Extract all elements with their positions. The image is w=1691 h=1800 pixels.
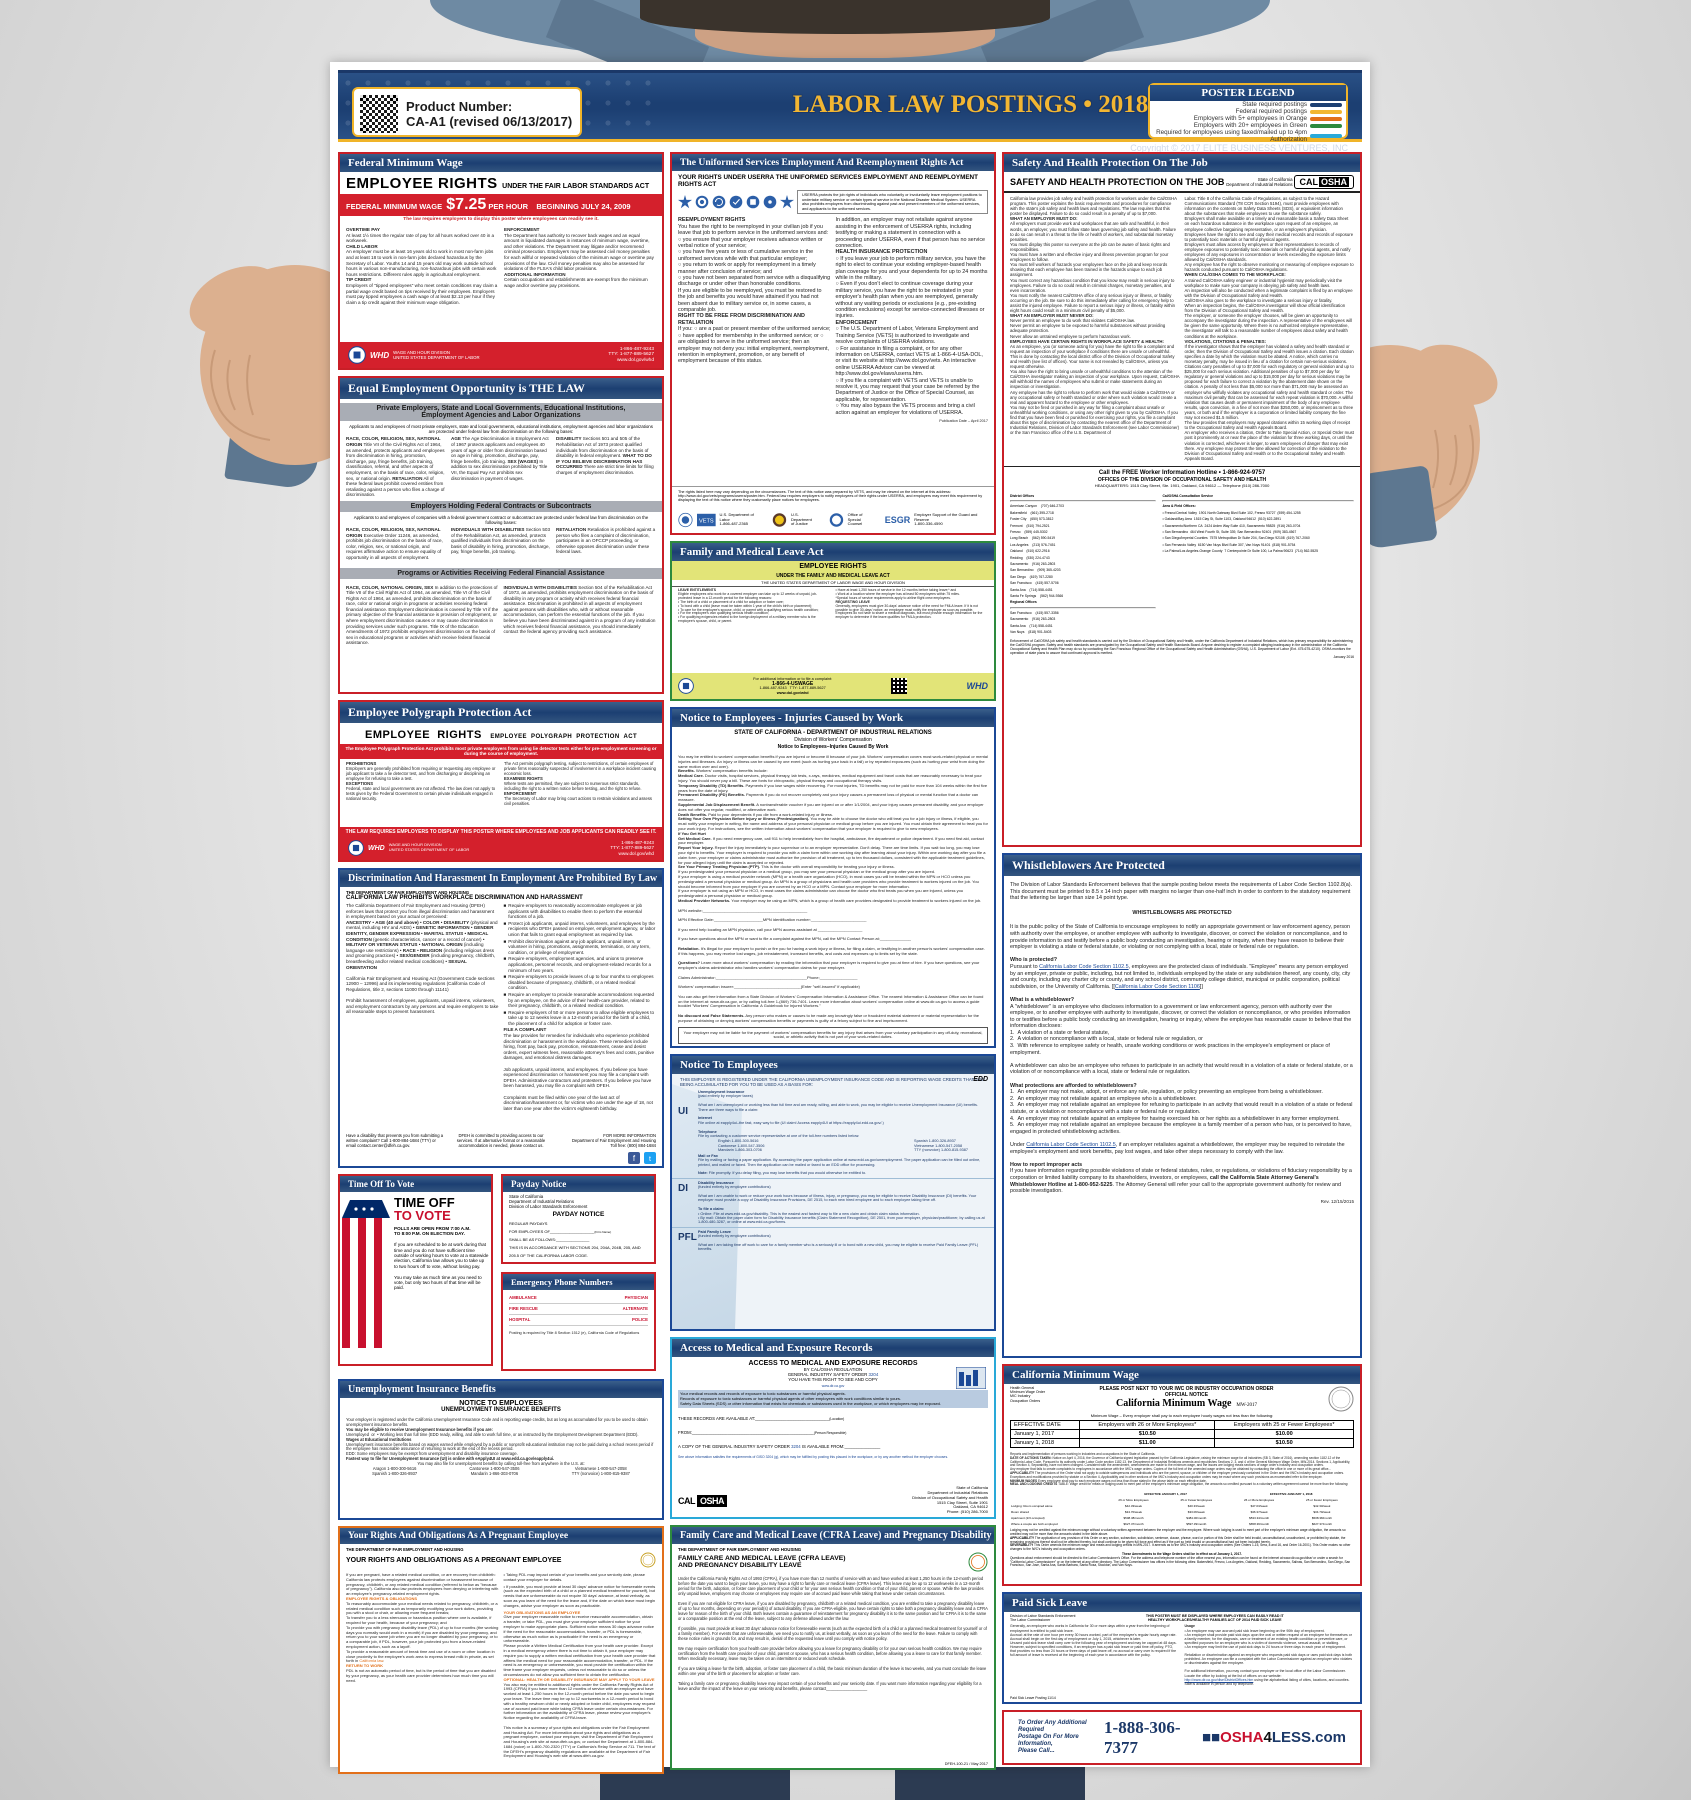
svg-text:VETS: VETS	[699, 518, 714, 524]
svg-text:t: t	[649, 1156, 651, 1163]
